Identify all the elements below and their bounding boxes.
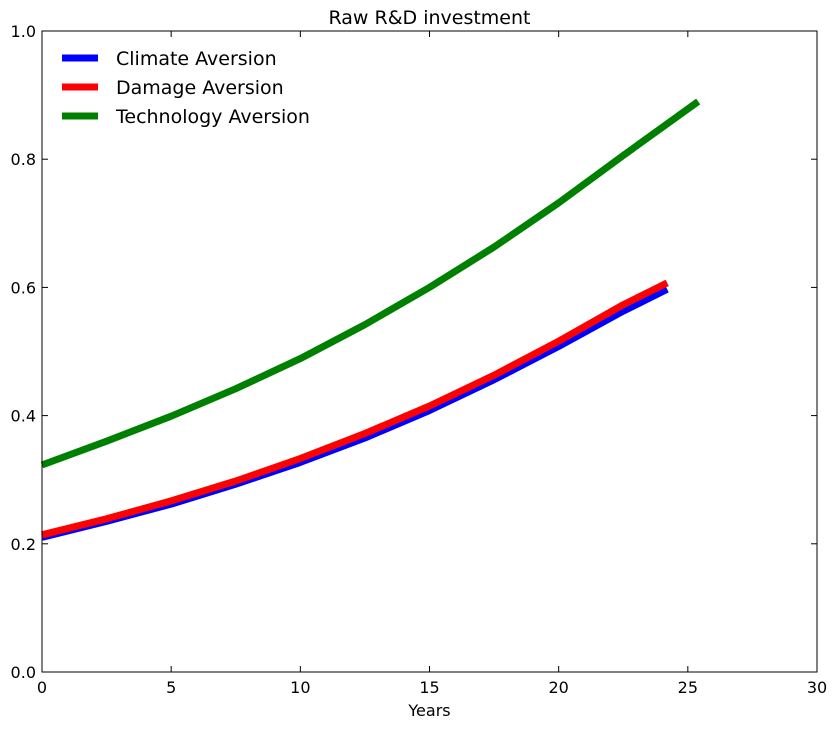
x-tick-label: 5 <box>166 678 176 697</box>
y-tick-label: 0.2 <box>11 535 36 554</box>
legend-label: Damage Aversion <box>116 77 284 99</box>
x-tick-label: 30 <box>807 678 827 697</box>
x-tick-label: 0 <box>37 678 47 697</box>
chart-title: Raw R&D investment <box>329 7 531 29</box>
legend-label: Technology Aversion <box>115 106 310 128</box>
legend-item: Climate Aversion <box>62 48 277 70</box>
x-tick-label: 20 <box>548 678 568 697</box>
plot-lines <box>40 98 701 541</box>
x-axis-title: Years <box>407 701 450 720</box>
series-line-technology-aversion <box>40 98 701 469</box>
legend-label: Climate Aversion <box>116 48 277 70</box>
y-tick-label: 0.8 <box>11 150 36 169</box>
legend-item: Damage Aversion <box>62 77 284 99</box>
y-tick-label: 0.4 <box>11 407 36 426</box>
y-tick-label: 1.0 <box>11 22 36 41</box>
y-tick-label: 0.0 <box>11 663 36 682</box>
y-axis: 0.0 0.2 0.4 0.6 0.8 1.0 <box>11 22 817 682</box>
x-tick-label: 25 <box>678 678 698 697</box>
legend: Climate Aversion Damage Aversion Technolog… <box>62 48 310 128</box>
series-line-damage-aversion <box>41 279 669 539</box>
x-tick-label: 15 <box>419 678 439 697</box>
y-tick-label: 0.6 <box>11 278 36 297</box>
x-tick-label: 10 <box>290 678 310 697</box>
legend-item: Technology Aversion <box>62 106 310 128</box>
x-axis: 0 5 10 15 20 25 30 <box>37 31 827 697</box>
